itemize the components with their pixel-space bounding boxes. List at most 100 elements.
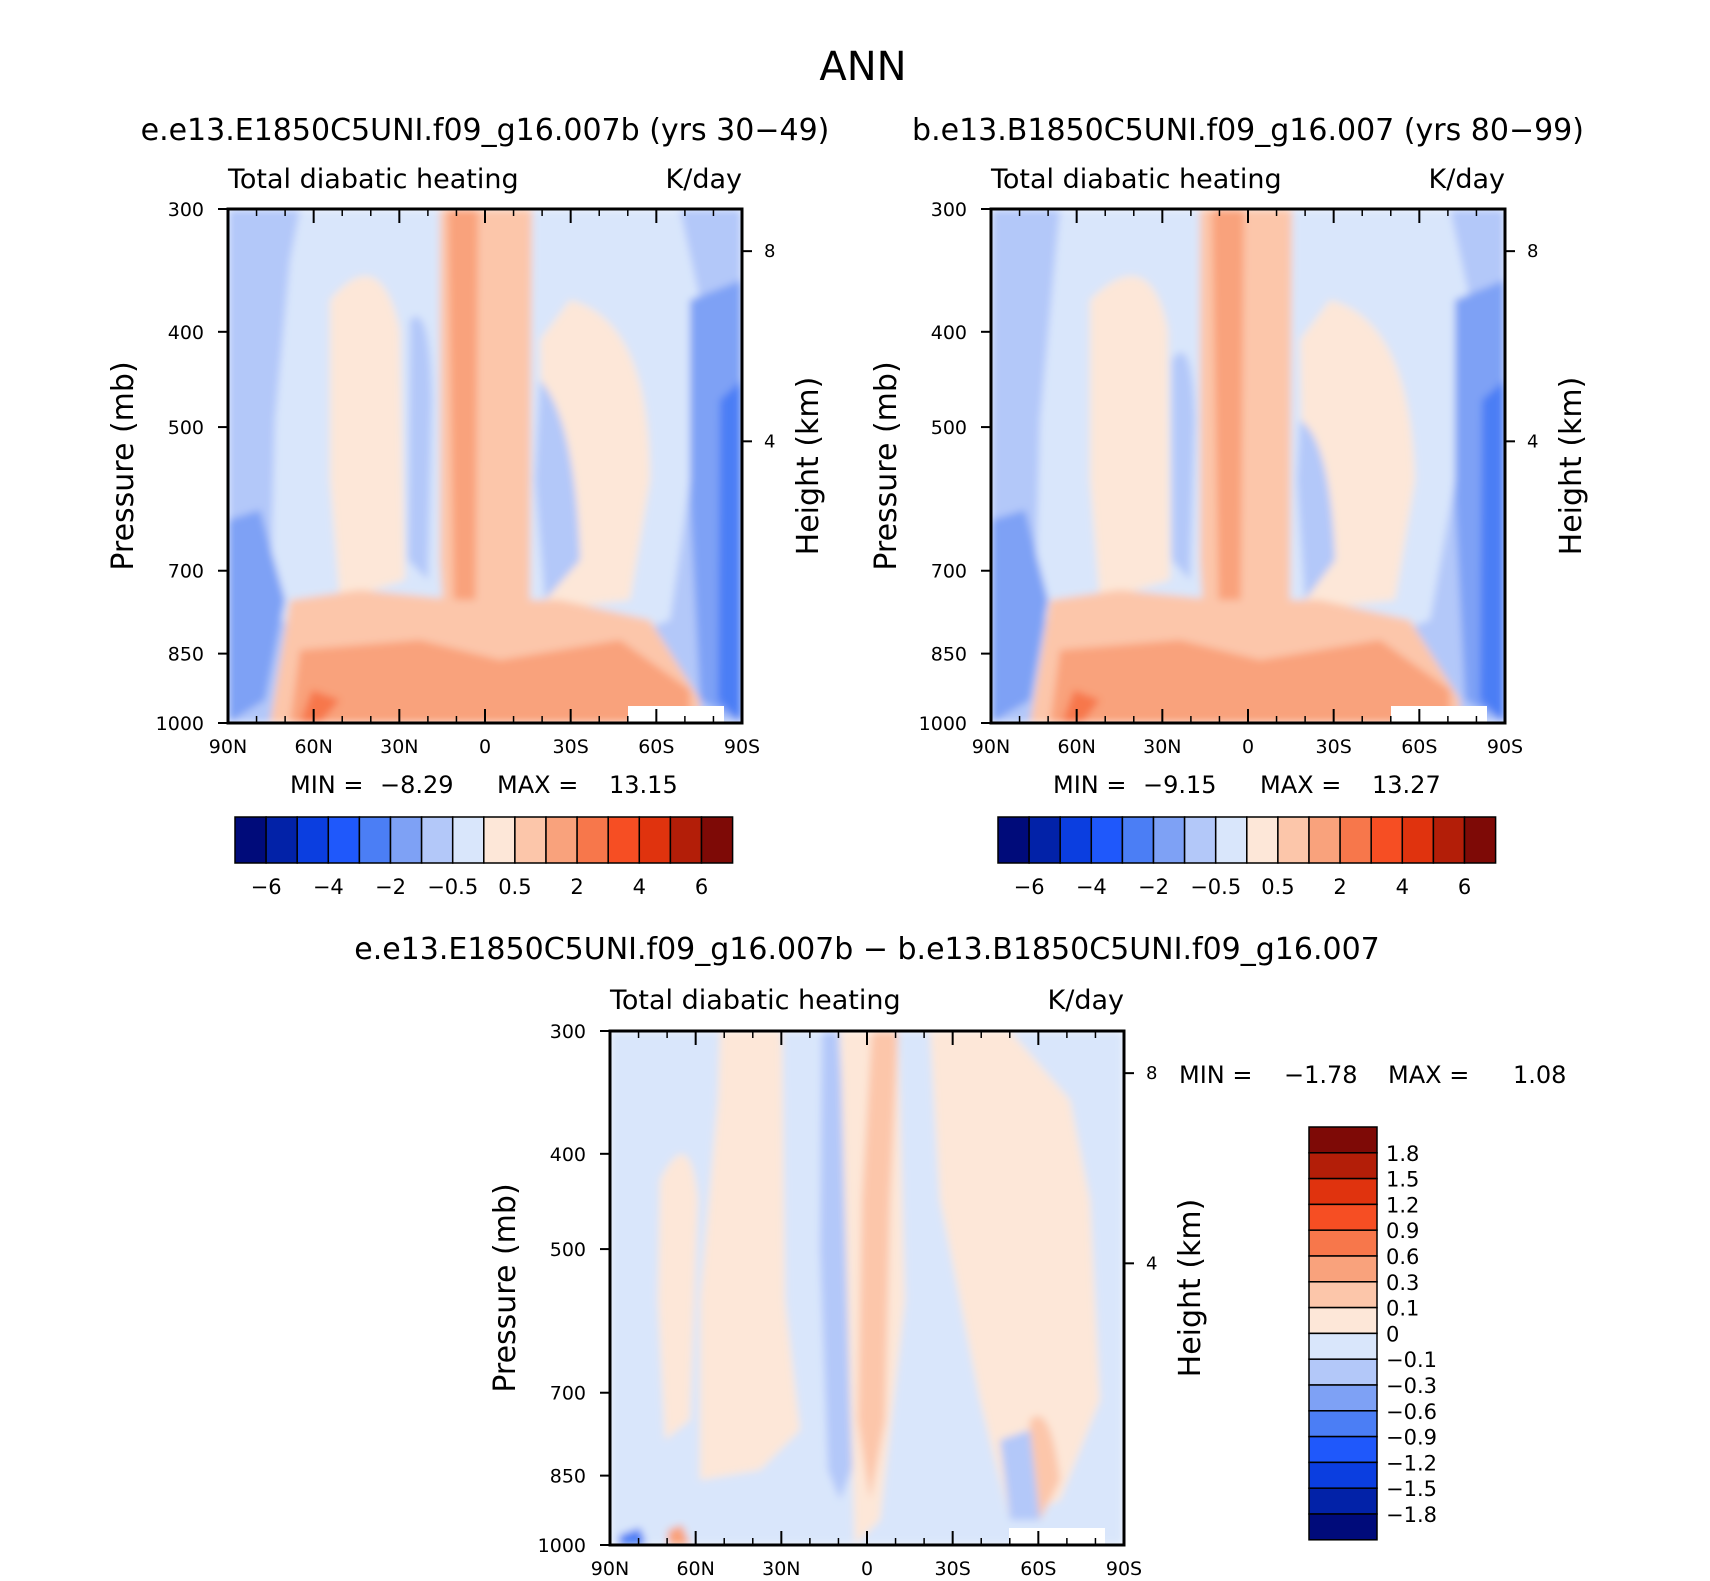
colorbar-swatch	[1308, 1487, 1378, 1515]
colorbar: −6 −4 −2 −0.5 0.5 2 4 6	[234, 816, 734, 899]
colorbar-label: −0.9	[1386, 1426, 1437, 1450]
x-tick-label: 30S	[1316, 736, 1352, 758]
missing-data-mask	[628, 706, 724, 723]
colorbar-swatch	[1090, 816, 1124, 864]
y-tick-label: 300	[550, 1021, 586, 1043]
y-axis-label: Pressure (mb)	[106, 361, 141, 570]
colorbar-label: −0.1	[1386, 1348, 1437, 1372]
field-pos-surface-north	[668, 1525, 690, 1545]
colorbar-swatch	[607, 816, 641, 864]
x-tick-label: 0	[479, 736, 491, 758]
colorbar-swatch	[1121, 816, 1155, 864]
colorbar-swatch	[700, 816, 734, 864]
colorbar-swatch	[1214, 816, 1248, 864]
colorbar-label: −0.5	[427, 875, 478, 899]
min-label: MIN =	[1179, 1061, 1252, 1089]
units-label: K/day	[666, 164, 742, 195]
x-tick-label: 30N	[380, 736, 418, 758]
colorbar-label: 0	[1386, 1322, 1399, 1346]
colorbar-label: 2	[570, 875, 583, 899]
colorbar-swatch	[1370, 816, 1404, 864]
y-tick-label: 700	[168, 561, 204, 583]
max-label: MAX =	[1388, 1061, 1469, 1089]
field-pos-band-north	[700, 1031, 800, 1480]
page-title: ANN	[819, 44, 906, 90]
heatmap-field	[228, 209, 742, 723]
field-pos-surface-peak	[300, 690, 340, 723]
colorbar-label: 1.5	[1386, 1168, 1419, 1192]
colorbar-swatch	[1028, 816, 1061, 864]
colorbar-label: 0.3	[1386, 1271, 1419, 1295]
colorbar-swatch	[1308, 1126, 1378, 1154]
colorbar: −6 −4 −2 −0.5 0.5 2 4 6	[997, 816, 1497, 899]
colorbar-swatch	[669, 816, 703, 864]
field-pos-surface-core	[290, 640, 690, 723]
axes-layer: 90N 60N 30N 0 30S 60S 90S 300 400 500 700 850 1000 8 4	[538, 1021, 1158, 1580]
colorbar-swatch	[451, 816, 485, 864]
field-neg-north-edge	[228, 510, 285, 723]
y-tick-label: 1000	[156, 713, 204, 735]
colorbar-label: 6	[695, 875, 708, 899]
y-tick-label: 700	[931, 561, 967, 583]
panel-title: e.e13.E1850C5UNI.f09_g16.007b (yrs 30−49…	[141, 113, 830, 148]
y-tick-label: 1000	[538, 1535, 586, 1557]
colorbar-label: −6	[251, 875, 282, 899]
axes-layer: 90N 60N 30N 0 30S 60S 90S 300 400 500 700 850 1000 8 4	[919, 199, 1539, 758]
colorbar-label: 0.1	[1386, 1297, 1419, 1321]
colorbar-swatch	[1308, 1332, 1378, 1360]
y-tick-label: 1000	[919, 713, 967, 735]
colorbar-swatch	[1308, 1461, 1378, 1489]
max-label: MAX =	[497, 771, 578, 799]
colorbar-label: 6	[1458, 875, 1471, 899]
x-tick-label: 0	[1242, 736, 1254, 758]
x-tick-label: 90N	[209, 736, 247, 758]
missing-data-mask	[1391, 706, 1487, 723]
colorbar-swatch	[1401, 816, 1435, 864]
x-tick-label: 60N	[294, 736, 332, 758]
field-neg-tropics-n	[408, 316, 432, 580]
missing-data-mask	[1009, 1528, 1105, 1545]
x-tick-label: 60N	[676, 1558, 714, 1580]
colorbar-swatch	[483, 816, 516, 864]
field-neg-tropics-s	[1297, 420, 1335, 600]
y-axis-label: Pressure (mb)	[488, 1183, 523, 1392]
min-value: −8.29	[380, 771, 454, 799]
colorbar-swatch	[1308, 1306, 1378, 1335]
x-tick-label: 90S	[1487, 736, 1523, 758]
colorbar-label: −0.6	[1386, 1400, 1437, 1424]
field-pos-surface-core	[1050, 640, 1450, 723]
colorbar-swatch	[1308, 1281, 1378, 1309]
colorbar-label: 4	[633, 875, 646, 899]
y-tick-label: 300	[931, 199, 967, 221]
colorbar-swatch	[265, 816, 298, 864]
colorbar-swatch	[1183, 816, 1217, 864]
field-neg-tropics-s	[535, 380, 580, 600]
field-neg-north-edge	[991, 510, 1048, 723]
colorbar-label: −4	[313, 875, 344, 899]
colorbar-swatch	[358, 816, 392, 864]
colorbar-swatch	[1308, 1358, 1378, 1386]
units-label: K/day	[1429, 164, 1505, 195]
max-value: 13.15	[609, 771, 678, 799]
colorbar-swatch	[638, 816, 672, 864]
colorbar-label: −1.8	[1386, 1503, 1437, 1527]
panel-difference: e.e13.E1850C5UNI.f09_g16.007b − b.e13.B1…	[354, 932, 1566, 1580]
colorbar-swatch	[1277, 816, 1310, 864]
colorbar-label: −2	[1138, 875, 1169, 899]
x-tick-label: 90S	[1106, 1558, 1142, 1580]
y-axis-label: Pressure (mb)	[869, 361, 904, 570]
y-tick-label: 500	[550, 1239, 586, 1261]
colorbar-swatch	[1308, 1513, 1378, 1541]
y-tick-label: 700	[550, 1383, 586, 1405]
y-tick-label: 850	[550, 1466, 586, 1488]
colorbar-label: −4	[1076, 875, 1107, 899]
y-tick-label: 500	[168, 417, 204, 439]
colorbar-label: −6	[1014, 875, 1045, 899]
field-pos-lobe-north	[1090, 276, 1170, 600]
colorbar-label: 1.2	[1386, 1193, 1419, 1217]
colorbar-swatch	[1059, 816, 1093, 864]
colorbar-label: 0.6	[1386, 1245, 1419, 1269]
y-axis-label-right: Height (km)	[791, 377, 826, 556]
x-tick-label: 60S	[638, 736, 674, 758]
field-pos-lobe-north	[330, 276, 405, 600]
